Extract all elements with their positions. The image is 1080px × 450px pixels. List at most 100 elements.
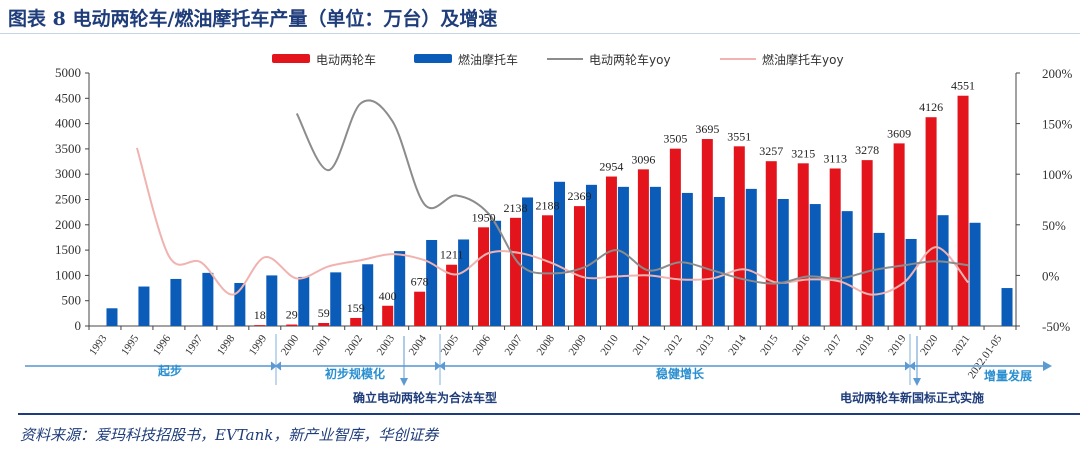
x-tick-label: 1998 [215,332,238,357]
bar-fuel [585,184,597,326]
bar-fuel [522,197,534,326]
x-tick-label: 1996 [151,332,174,357]
bar-electric [446,264,458,326]
data-label: 2138 [504,201,528,215]
bar-electric [925,117,937,327]
bar-fuel [426,239,438,326]
stage-marker [904,361,916,371]
x-tick-label: 2013 [694,332,717,357]
data-label: 3551 [727,129,751,143]
data-label: 2188 [536,198,560,212]
x-tick-label: 2014 [726,332,749,357]
x-tick-label: 2011 [631,333,653,358]
data-label: 3215 [791,146,815,160]
data-label: 2954 [599,160,623,174]
stage-label: 初步规模化 [325,366,385,381]
left-tick-label: 5000 [55,65,81,80]
right-tick-label: 100% [1042,167,1073,182]
data-label: 4126 [919,100,943,114]
bar-electric [957,95,969,327]
bar-electric [510,217,522,326]
bar-electric [829,168,841,326]
stage-label: 稳健增长 [656,366,705,381]
x-tick-label: 2008 [535,332,558,357]
left-tick-label: 4000 [55,116,81,131]
bar-electric [318,323,330,326]
data-label: 400 [379,289,397,303]
data-label: 29 [286,308,298,322]
data-label: 159 [347,301,365,315]
bar-electric [286,324,298,326]
bottom-divider [18,413,1080,415]
x-tick-label: 2016 [790,332,813,357]
x-tick-label: 2010 [598,332,621,357]
bar-electric [797,163,809,326]
bar-fuel [170,278,182,326]
bar-fuel [681,192,693,326]
bar-electric [637,169,649,326]
stage-marker [434,361,446,371]
bar-fuel [330,272,342,326]
x-tick-label: 2018 [854,332,877,357]
right-tick-label: -50% [1042,319,1070,334]
bar-electric [254,325,266,326]
source-note: 资料来源：爱玛科技招股书，EVTank，新产业智库，华创证券 [20,426,439,444]
legend-label: 燃油摩托车yoy [762,52,844,67]
timeline-arrowhead [1043,361,1052,371]
event-arrowhead [913,378,921,386]
stage-label: 起步 [157,363,182,378]
data-label: 18 [254,308,266,322]
right-tick-label: 50% [1042,218,1066,233]
bar-fuel [298,276,310,326]
bar-electric [478,227,490,326]
x-tick-label: 2015 [758,332,781,357]
bar-fuel [266,275,278,326]
left-tick-label: 3500 [55,141,81,156]
event-label: 确立电动两轮车为合法车型 [353,390,497,405]
stage-label: 增量发展 [984,368,1032,383]
x-tick-label: 1993 [87,332,110,357]
legend-label: 电动两轮车yoy [589,52,671,67]
bar-fuel [234,282,246,326]
data-label: 1211 [440,248,464,262]
bar-electric [573,206,585,326]
bar-fuel [394,251,406,326]
bar-fuel [649,186,661,326]
bar-fuel [106,308,118,326]
event-label: 电动两轮车新国标正式实施 [840,390,984,405]
bar-fuel [745,188,757,326]
x-tick-label: 2001 [311,333,333,358]
x-tick-label: 2019 [886,332,909,357]
bar-electric [893,143,905,326]
left-tick-label: 1000 [55,267,81,282]
x-tick-label: 2000 [279,332,302,357]
bar-fuel [138,286,150,326]
line-fuel-yoy [135,147,969,296]
bar-electric [414,291,426,326]
legend-swatch [414,54,452,63]
x-tick-label: 1999 [247,332,270,357]
x-tick-label: 2006 [471,332,494,357]
figure-title: 图表 8 电动两轮车/燃油摩托车产量（单位：万台）及增速 [8,8,498,30]
bar-fuel [777,198,789,326]
data-label: 3505 [663,132,687,146]
data-label: 3113 [823,151,847,165]
data-label: 3609 [887,126,911,140]
bar-fuel [713,196,725,326]
x-tick-label: 2002 [343,333,365,358]
left-tick-label: 500 [62,293,82,308]
left-tick-label: 3000 [55,166,81,181]
right-tick-label: 0% [1042,268,1060,283]
data-label: 2369 [567,189,591,203]
left-tick-label: 1500 [55,242,81,257]
x-tick-label: 2009 [566,332,589,357]
bar-fuel [905,238,917,326]
right-tick-label: 150% [1042,117,1073,132]
x-tick-label: 2021 [950,333,972,358]
bar-electric [765,161,777,326]
data-label: 1950 [472,210,496,224]
x-tick-label: 2004 [407,332,430,357]
legend-label: 电动两轮车 [316,52,376,67]
